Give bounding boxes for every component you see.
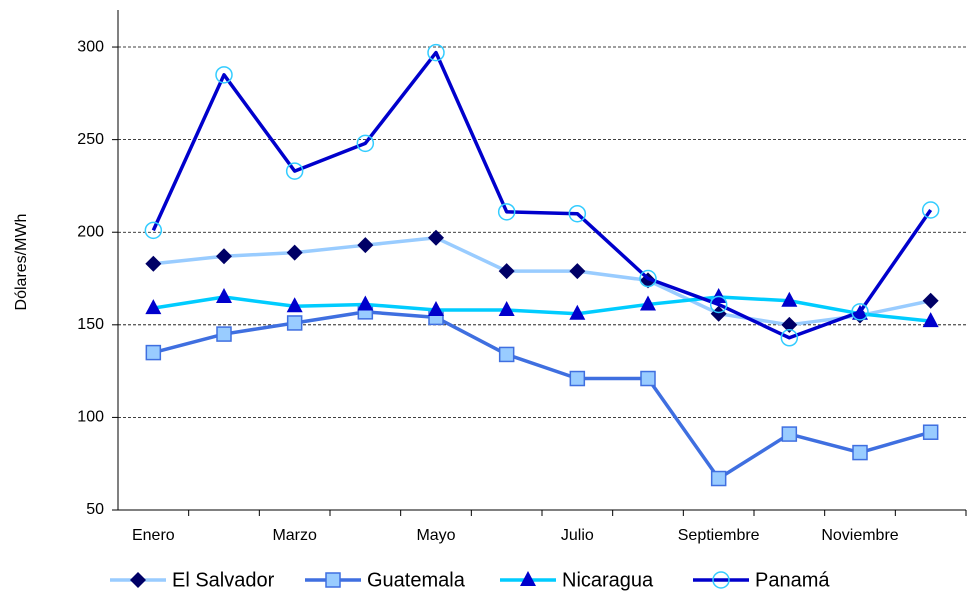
marker [922,312,939,328]
legend-label: Guatemala [367,569,466,591]
marker [130,572,146,588]
marker [286,297,303,313]
marker [710,305,727,322]
x-tick-label: Marzo [272,527,317,544]
marker [709,295,728,314]
marker [568,204,587,223]
marker [428,229,444,246]
marker [710,288,727,304]
marker [569,263,586,280]
x-tick-label: Noviembre [821,527,898,544]
marker [215,66,233,84]
x-tick-label: Mayo [416,527,455,544]
marker [286,315,303,331]
y-tick-label: 50 [86,501,104,518]
marker [216,326,232,342]
marker [285,162,304,180]
marker [144,221,163,240]
marker [780,329,799,347]
marker [851,303,869,321]
marker [781,316,798,333]
marker [569,304,586,320]
marker [357,237,374,254]
y-tick-label: 100 [77,409,104,426]
marker [145,299,162,315]
series-line [151,50,933,340]
marker [498,263,515,280]
series-line [153,236,932,327]
marker [145,255,162,272]
marker [325,572,341,588]
legend-label: Panamá [755,569,830,591]
marker [640,295,656,311]
marker [520,571,536,586]
marker [357,295,374,311]
marker [145,344,162,361]
marker [498,346,515,363]
marker [710,470,727,487]
marker [497,203,516,221]
marker [216,288,232,304]
x-tick-label: Enero [132,527,175,544]
y-tick-label: 250 [77,131,104,148]
marker [356,134,375,153]
marker [852,444,868,461]
y-tick-label: 150 [77,316,104,333]
marker [498,301,515,316]
y-axis-label: Dólares/MWh [13,214,30,311]
marker [569,370,586,387]
marker [639,269,657,288]
legend-label: El Salvador [172,569,275,591]
marker [921,201,940,219]
series-line [153,295,931,323]
series-line [152,310,932,481]
marker [922,424,939,440]
y-tick-label: 200 [77,223,104,240]
marker [428,301,444,316]
legend-label: Nicaragua [562,569,654,591]
marker [712,571,730,589]
marker [427,43,445,62]
marker [781,426,798,442]
marker [286,244,303,261]
marker [922,292,939,309]
marker [216,248,232,265]
y-tick-label: 300 [77,38,104,55]
marker [781,291,798,307]
x-tick-label: Julio [561,527,594,544]
marker [640,370,656,387]
x-tick-label: Septiembre [678,527,760,544]
